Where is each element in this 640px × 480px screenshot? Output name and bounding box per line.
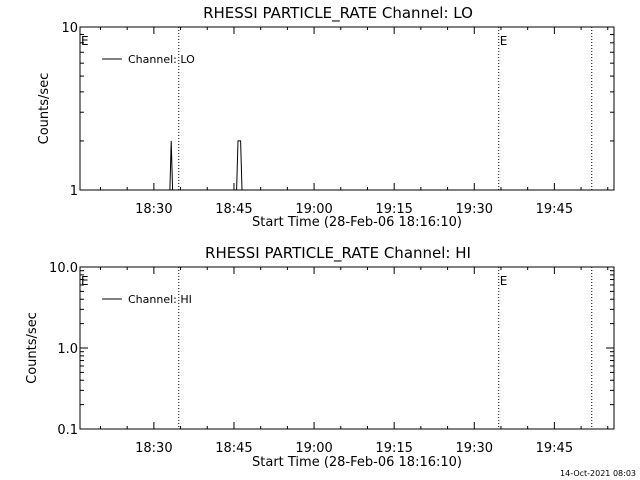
- legend-label: Channel: LO: [128, 53, 195, 66]
- y-tick-label: 10.0: [49, 261, 78, 276]
- x-tick-label: 18:45: [215, 441, 252, 456]
- left-event-marker: E: [81, 274, 89, 288]
- x-tick-label: 19:00: [295, 441, 332, 456]
- timestamp-label: 14-Oct-2021 08:03: [560, 469, 636, 478]
- chart-panel-lo: RHESSI PARTICLE_RATE Channel: LO 18:30 18:…: [37, 4, 615, 230]
- x-axis-label: Start Time (28-Feb-06 18:16:10): [252, 215, 462, 230]
- event-label: E: [500, 274, 508, 288]
- chart-title: RHESSI PARTICLE_RATE Channel: LO: [203, 4, 473, 23]
- x-tick-label: 19:30: [456, 441, 493, 456]
- x-tick-label: 18:30: [135, 441, 172, 456]
- x-tick-label: 18:45: [215, 202, 252, 217]
- y-axis-label: Counts/sec: [25, 312, 40, 384]
- y-tick-label: 10: [61, 21, 78, 36]
- x-tick-label: 19:15: [375, 441, 412, 456]
- y-tick-label: 0.1: [57, 423, 78, 438]
- chart-panel-hi: RHESSI PARTICLE_RATE Channel: HI 18:30 18:…: [25, 244, 615, 470]
- x-tick-label: 19:15: [375, 202, 412, 217]
- x-tick-label: 19:45: [536, 202, 573, 217]
- y-tick-label: 1: [70, 184, 78, 199]
- chart-title: RHESSI PARTICLE_RATE Channel: HI: [205, 244, 471, 263]
- x-tick-label: 19:45: [536, 441, 573, 456]
- x-axis-label: Start Time (28-Feb-06 18:16:10): [252, 455, 462, 470]
- y-tick-label: 1.0: [57, 342, 78, 357]
- x-tick-label: 19:30: [456, 202, 493, 217]
- event-label: E: [500, 34, 508, 48]
- left-event-marker: E: [81, 34, 89, 48]
- plot-frame: [79, 26, 615, 191]
- plot-frame: [79, 266, 615, 430]
- x-tick-label: 18:30: [135, 202, 172, 217]
- x-tick-label: 19:00: [295, 202, 332, 217]
- y-axis-label: Counts/sec: [37, 73, 52, 145]
- series-line: [169, 140, 243, 191]
- legend-label: Channel: HI: [128, 293, 192, 306]
